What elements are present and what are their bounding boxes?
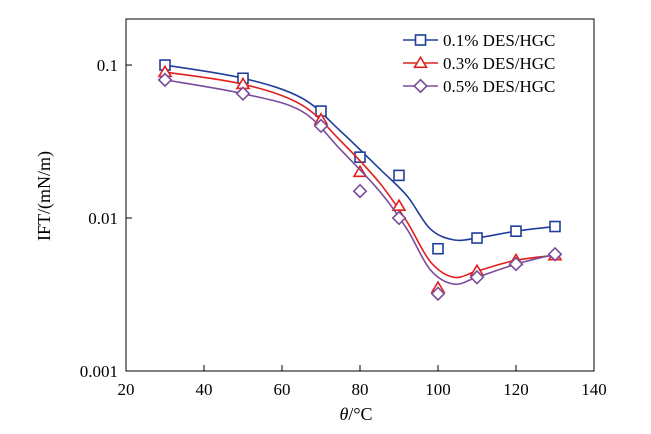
y-axis-label: IFT/(mN/m): [34, 151, 55, 241]
data-point: [510, 225, 522, 238]
y-tick-label: 0.01: [88, 209, 118, 228]
data-point: [391, 210, 407, 226]
data-point: [393, 169, 405, 182]
x-tick-label: 40: [196, 380, 213, 399]
data-point: [235, 86, 251, 102]
data-point: [471, 232, 483, 244]
data-point: [430, 286, 446, 302]
x-axis-ticks: 20 40 60 80 100 120 140: [118, 365, 607, 399]
data-point: [354, 151, 366, 163]
data-point: [549, 220, 561, 233]
y-axis-ticks: 0.001 0.01 0.1: [80, 56, 132, 381]
data-point: [508, 256, 524, 272]
series-layer: [157, 59, 563, 302]
x-tick-label: 100: [425, 380, 451, 399]
legend: 0.1% DES/HGC 0.3% DES/HGC 0.5% DES/HGC: [403, 31, 555, 96]
data-point: [352, 183, 368, 199]
series-line: [164, 64, 556, 242]
legend-label: 0.5% DES/HGC: [443, 77, 555, 96]
legend-marker: [414, 34, 427, 46]
series-line: [164, 71, 556, 279]
y-tick-label: 0.1: [97, 56, 118, 75]
legend-item: 0.5% DES/HGC: [403, 77, 555, 96]
data-point: [391, 198, 407, 212]
series-3: [157, 72, 563, 302]
data-point: [313, 118, 329, 134]
x-tick-label: 80: [352, 380, 369, 399]
data-point: [157, 72, 173, 88]
legend-marker: [413, 78, 428, 94]
data-point: [469, 269, 485, 285]
series-2: [157, 64, 563, 293]
legend-label: 0.3% DES/HGC: [443, 54, 555, 73]
x-tick-label: 60: [274, 380, 291, 399]
x-axis-label: θ/°C: [339, 404, 372, 424]
legend-marker: [413, 55, 428, 69]
legend-label: 0.1% DES/HGC: [443, 31, 555, 50]
data-point: [547, 246, 563, 262]
legend-item: 0.3% DES/HGC: [403, 54, 555, 73]
x-tick-label: 140: [581, 380, 607, 399]
y-tick-label: 0.001: [80, 362, 118, 381]
x-tick-label: 120: [503, 380, 529, 399]
legend-item: 0.1% DES/HGC: [403, 31, 555, 50]
data-point: [432, 242, 444, 255]
series-line: [164, 79, 556, 286]
x-tick-label: 20: [118, 380, 135, 399]
